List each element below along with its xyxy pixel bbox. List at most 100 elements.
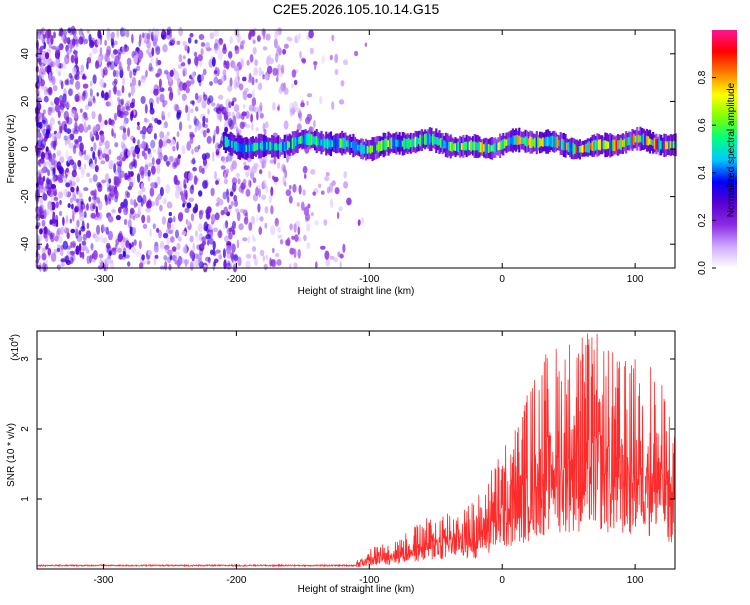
noise-blob — [238, 83, 244, 91]
noise-blob — [212, 261, 216, 271]
signal-band-core — [283, 141, 286, 152]
noise-blob — [71, 203, 74, 210]
noise-blob — [114, 181, 120, 187]
noise-blob — [70, 250, 76, 256]
noise-blob — [228, 204, 232, 210]
noise-blob — [237, 256, 242, 267]
noise-blob — [54, 103, 61, 113]
noise-blob — [123, 120, 127, 129]
signal-band-core — [462, 143, 465, 150]
noise-blob — [129, 212, 132, 220]
snr-x-label: Height of straight line (km) — [298, 584, 415, 595]
noise-blob — [247, 178, 251, 188]
noise-blob — [236, 239, 240, 249]
noise-blob — [263, 263, 268, 271]
noise-blob — [97, 149, 101, 157]
signal-band-core — [245, 144, 248, 153]
noise-blob — [59, 106, 64, 114]
noise-blob — [88, 177, 93, 183]
noise-blob — [219, 112, 222, 122]
noise-blob — [242, 237, 248, 242]
signal-band-core — [604, 140, 607, 150]
noise-blob — [200, 42, 206, 47]
noise-blob — [108, 215, 114, 223]
noise-blob — [263, 128, 267, 135]
noise-blob — [59, 100, 65, 111]
signal-band-core — [243, 142, 246, 154]
noise-blob — [106, 49, 111, 57]
noise-blob — [171, 37, 176, 45]
noise-blob — [286, 154, 289, 163]
snr-scale-label: (x104) — [9, 334, 21, 361]
noise-blob — [173, 215, 176, 223]
noise-blob — [88, 196, 92, 202]
signal-band-core — [250, 142, 253, 154]
noise-blob — [57, 45, 63, 50]
signal-band-core — [269, 141, 272, 151]
noise-blob — [91, 111, 96, 120]
noise-blob — [293, 262, 298, 269]
noise-blob — [117, 233, 122, 243]
noise-blob — [95, 212, 100, 218]
signal-band-core — [553, 136, 556, 147]
noise-blob — [93, 192, 97, 200]
noise-blob — [70, 181, 76, 187]
noise-blob — [158, 138, 163, 149]
noise-blob — [324, 175, 330, 182]
noise-blob — [112, 123, 115, 131]
noise-blob — [211, 102, 216, 107]
noise-blob — [181, 193, 186, 202]
signal-band-core — [492, 144, 495, 152]
noise-blob — [119, 125, 125, 131]
noise-blob — [214, 212, 220, 221]
signal-band-core — [556, 136, 559, 149]
signal-band-core — [352, 140, 355, 151]
signal-band-core — [465, 141, 468, 151]
noise-blob — [153, 245, 159, 253]
noise-blob — [190, 100, 195, 105]
noise-blob — [149, 102, 154, 111]
signal-band-core — [274, 143, 277, 151]
noise-blob — [354, 50, 359, 57]
noise-blob — [176, 242, 181, 250]
noise-blob — [40, 167, 46, 174]
noise-blob — [92, 125, 97, 135]
noise-blob — [108, 184, 113, 192]
noise-blob — [71, 169, 77, 178]
noise-blob — [298, 184, 302, 195]
noise-blob — [174, 189, 180, 200]
signal-band-core — [530, 137, 534, 148]
noise-blob — [198, 34, 205, 40]
noise-blob — [232, 115, 237, 125]
noise-blob — [155, 58, 159, 68]
noise-blob — [228, 232, 233, 240]
noise-blob — [291, 235, 295, 240]
noise-blob — [329, 255, 335, 260]
signal-band-core — [519, 136, 522, 144]
signal-band-core — [672, 141, 676, 149]
signal-band-core — [416, 136, 419, 147]
noise-blob — [165, 184, 171, 194]
noise-blob — [138, 189, 143, 197]
signal-band-core — [357, 144, 360, 151]
noise-blob — [339, 261, 343, 269]
snr-scale-exponent: 4 — [9, 337, 16, 341]
noise-blob — [47, 152, 53, 163]
signal-band-core — [280, 141, 283, 153]
signal-band-core — [432, 134, 435, 146]
signal-band-core — [653, 137, 656, 150]
colorbar-tick-label: 0.4 — [697, 165, 708, 179]
x-tick-label: -200 — [226, 575, 246, 586]
noise-blob — [187, 37, 192, 44]
noise-blob — [79, 142, 84, 152]
signal-band-core — [582, 144, 585, 153]
noise-blob — [152, 148, 156, 154]
noise-blob — [56, 247, 61, 253]
noise-blob — [261, 158, 267, 169]
noise-blob — [100, 68, 104, 77]
noise-blob — [76, 246, 79, 255]
signal-band-core — [564, 141, 567, 151]
y-tick-label: 40 — [20, 48, 31, 60]
signal-band-core — [532, 138, 535, 147]
noise-blob — [222, 69, 227, 77]
